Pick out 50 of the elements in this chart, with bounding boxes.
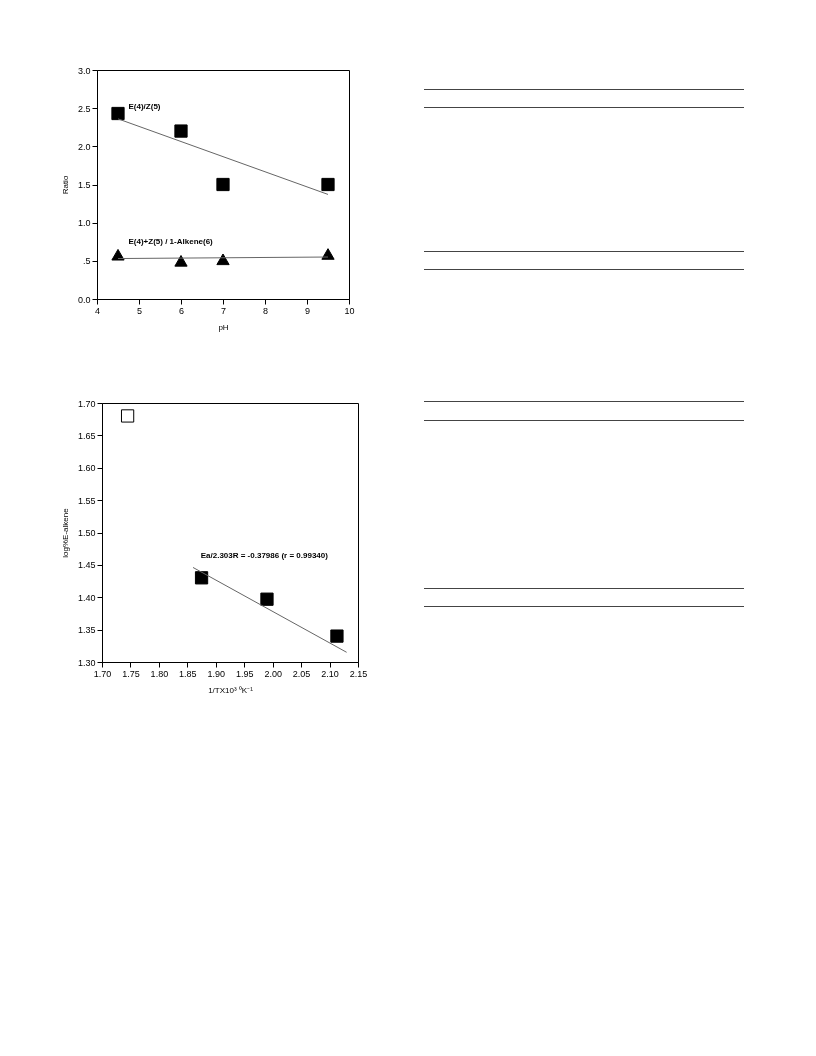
x-tick-label: 10	[344, 305, 355, 316]
point	[111, 106, 125, 121]
x-tick-label: 7	[220, 305, 227, 316]
point	[216, 177, 230, 192]
x-tick-label: 1.85	[179, 668, 197, 679]
x-tick-label: 2.05	[292, 668, 311, 679]
x-axis-title: pH	[218, 322, 229, 332]
series-label: E(4)/Z(5)	[128, 101, 161, 111]
y-axis-title: log%E-alkene	[60, 507, 70, 558]
y-axis-title: Ratio	[60, 175, 70, 195]
point	[216, 253, 230, 266]
x-tick-label: 1.90	[207, 668, 226, 679]
x-tick-label: 1.95	[235, 668, 254, 679]
y-tick-label: 1.55	[77, 495, 96, 506]
y-tick-label: 1.60	[77, 463, 96, 474]
y-tick-label: 1.35	[77, 625, 96, 636]
y-tick-label: 2.0	[77, 141, 91, 152]
y-tick-label: 1.40	[77, 592, 96, 603]
y-tick-label: 2.5	[77, 103, 91, 114]
point	[330, 629, 344, 643]
x-axis-title: 1/TX10³ ⁰K⁻¹	[208, 685, 254, 695]
y-tick-label: 1.5	[77, 180, 91, 190]
point	[174, 124, 188, 138]
y-tick-label: 1.0	[77, 218, 91, 229]
y-tick-label: 1.70	[77, 398, 96, 409]
series-label: Ea/2.303R = -0.37986 (r = 0.99340)	[200, 550, 329, 560]
x-tick-label: 1.75	[122, 668, 140, 679]
x-tick-label: 1.70	[93, 668, 112, 679]
x-tick-label: 9	[304, 305, 311, 316]
y-tick-label: 1.45	[77, 560, 96, 571]
y-tick-label: 1.65	[77, 430, 96, 441]
series-label: E(4)+Z(5) / 1-Alkene(6)	[128, 237, 214, 247]
x-tick-label: 2.00	[264, 668, 282, 679]
point	[321, 177, 335, 192]
y-tick-label: 3.0	[77, 65, 91, 76]
point	[194, 571, 209, 585]
x-tick-label: 4	[94, 305, 101, 316]
x-tick-label: 2.10	[321, 668, 339, 679]
y-tick-label: .5	[82, 256, 91, 267]
y-tick-label: 1.50	[77, 528, 96, 538]
y-tick-label: 0.0	[77, 294, 91, 305]
point	[111, 248, 125, 261]
x-tick-label: 2.15	[349, 668, 368, 679]
x-tick-label: 8	[262, 305, 269, 316]
x-tick-label: 6	[178, 305, 185, 316]
point	[120, 409, 135, 423]
x-tick-label: 5	[136, 305, 143, 316]
x-tick-label: 1.80	[150, 668, 169, 679]
y-tick-label: 1.30	[77, 657, 96, 668]
point	[260, 592, 274, 606]
